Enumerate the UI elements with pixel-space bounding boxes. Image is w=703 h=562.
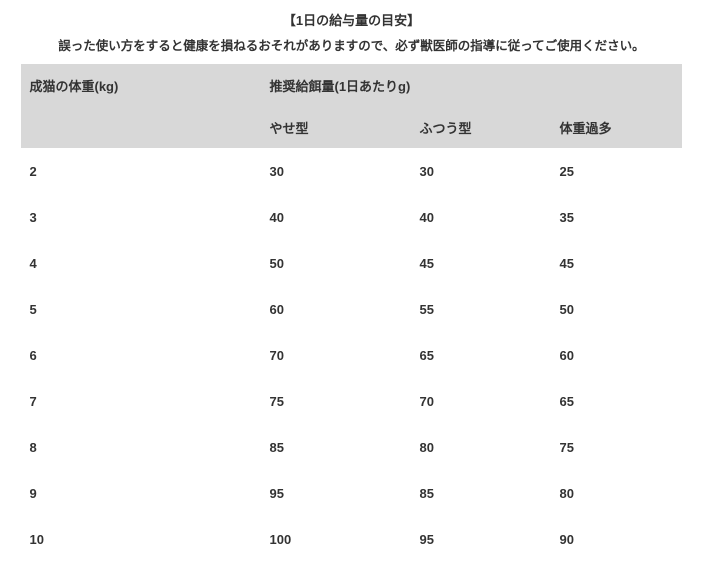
table-row: 5 60 55 50 [21, 286, 681, 332]
cell-a: 50 [261, 240, 411, 286]
cell-a: 40 [261, 194, 411, 240]
cell-weight: 8 [21, 424, 261, 470]
cell-c: 25 [551, 148, 681, 194]
table-row: 2 30 30 25 [21, 148, 681, 194]
page-title: 【1日の給与量の目安】 [0, 0, 703, 29]
cell-b: 45 [411, 240, 551, 286]
cell-a: 60 [261, 286, 411, 332]
cell-b: 95 [411, 516, 551, 562]
cell-b: 30 [411, 148, 551, 194]
cell-a: 85 [261, 424, 411, 470]
cell-b: 85 [411, 470, 551, 516]
table-row: 6 70 65 60 [21, 332, 681, 378]
table-row: 10 100 95 90 [21, 516, 681, 562]
cell-c: 65 [551, 378, 681, 424]
page-subtitle: 誤った使い方をすると健康を損ねるおそれがありますので、必ず獣医師の指導に従ってご… [0, 29, 703, 64]
cell-a: 75 [261, 378, 411, 424]
cell-weight: 9 [21, 470, 261, 516]
cell-c: 35 [551, 194, 681, 240]
cell-c: 75 [551, 424, 681, 470]
cell-b: 80 [411, 424, 551, 470]
header-col-c: 体重過多 [551, 106, 681, 148]
cell-b: 65 [411, 332, 551, 378]
table-row: 9 95 85 80 [21, 470, 681, 516]
cell-b: 55 [411, 286, 551, 332]
cell-c: 45 [551, 240, 681, 286]
table-row: 7 75 70 65 [21, 378, 681, 424]
cell-weight: 6 [21, 332, 261, 378]
table-body: 2 30 30 25 3 40 40 35 4 50 45 45 5 60 55… [21, 148, 681, 562]
table-row: 4 50 45 45 [21, 240, 681, 286]
cell-weight: 10 [21, 516, 261, 562]
header-col-a: やせ型 [261, 106, 411, 148]
header-recommended: 推奨給餌量(1日あたりg) [261, 64, 681, 106]
feeding-table: 成猫の体重(kg) 推奨給餌量(1日あたりg) やせ型 ふつう型 体重過多 2 … [21, 64, 681, 562]
cell-weight: 2 [21, 148, 261, 194]
cell-c: 80 [551, 470, 681, 516]
cell-c: 50 [551, 286, 681, 332]
cell-c: 90 [551, 516, 681, 562]
table-header-row-2: やせ型 ふつう型 体重過多 [21, 106, 681, 148]
cell-weight: 7 [21, 378, 261, 424]
cell-a: 70 [261, 332, 411, 378]
table-header-row-1: 成猫の体重(kg) 推奨給餌量(1日あたりg) [21, 64, 681, 106]
cell-a: 100 [261, 516, 411, 562]
cell-b: 70 [411, 378, 551, 424]
cell-a: 30 [261, 148, 411, 194]
cell-b: 40 [411, 194, 551, 240]
cell-weight: 3 [21, 194, 261, 240]
cell-c: 60 [551, 332, 681, 378]
header-col-b: ふつう型 [411, 106, 551, 148]
table-row: 3 40 40 35 [21, 194, 681, 240]
cell-weight: 4 [21, 240, 261, 286]
table-row: 8 85 80 75 [21, 424, 681, 470]
header-weight: 成猫の体重(kg) [21, 64, 261, 106]
cell-weight: 5 [21, 286, 261, 332]
cell-a: 95 [261, 470, 411, 516]
header-blank [21, 106, 261, 148]
